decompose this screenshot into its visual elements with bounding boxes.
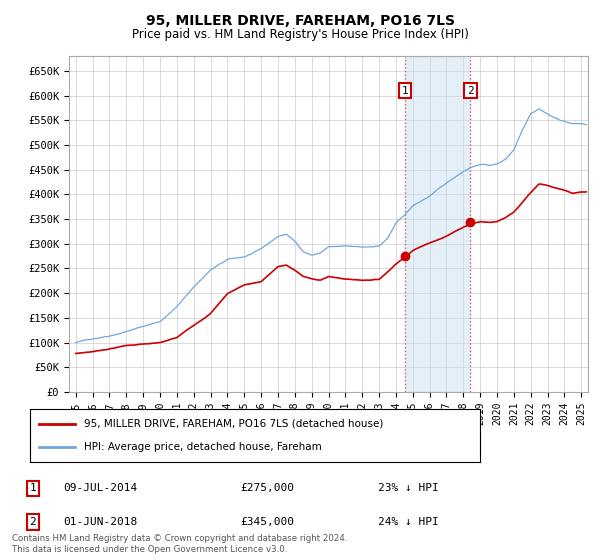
Text: Price paid vs. HM Land Registry's House Price Index (HPI): Price paid vs. HM Land Registry's House … — [131, 28, 469, 41]
Text: 2: 2 — [467, 86, 474, 96]
Text: HPI: Average price, detached house, Fareham: HPI: Average price, detached house, Fare… — [84, 442, 322, 452]
Text: This data is licensed under the Open Government Licence v3.0.: This data is licensed under the Open Gov… — [12, 545, 287, 554]
Text: Contains HM Land Registry data © Crown copyright and database right 2024.: Contains HM Land Registry data © Crown c… — [12, 534, 347, 543]
Bar — [404, 56, 470, 392]
Text: 09-JUL-2014: 09-JUL-2014 — [63, 483, 137, 493]
Text: 2: 2 — [29, 517, 37, 527]
Text: 1: 1 — [29, 483, 37, 493]
Text: 01-JUN-2018: 01-JUN-2018 — [63, 517, 137, 527]
Text: 95, MILLER DRIVE, FAREHAM, PO16 7LS (detached house): 95, MILLER DRIVE, FAREHAM, PO16 7LS (det… — [84, 419, 383, 429]
Text: 23% ↓ HPI: 23% ↓ HPI — [378, 483, 439, 493]
Text: 24% ↓ HPI: 24% ↓ HPI — [378, 517, 439, 527]
Text: 1: 1 — [401, 86, 408, 96]
Text: £275,000: £275,000 — [240, 483, 294, 493]
Text: £345,000: £345,000 — [240, 517, 294, 527]
Text: 95, MILLER DRIVE, FAREHAM, PO16 7LS: 95, MILLER DRIVE, FAREHAM, PO16 7LS — [146, 14, 455, 28]
